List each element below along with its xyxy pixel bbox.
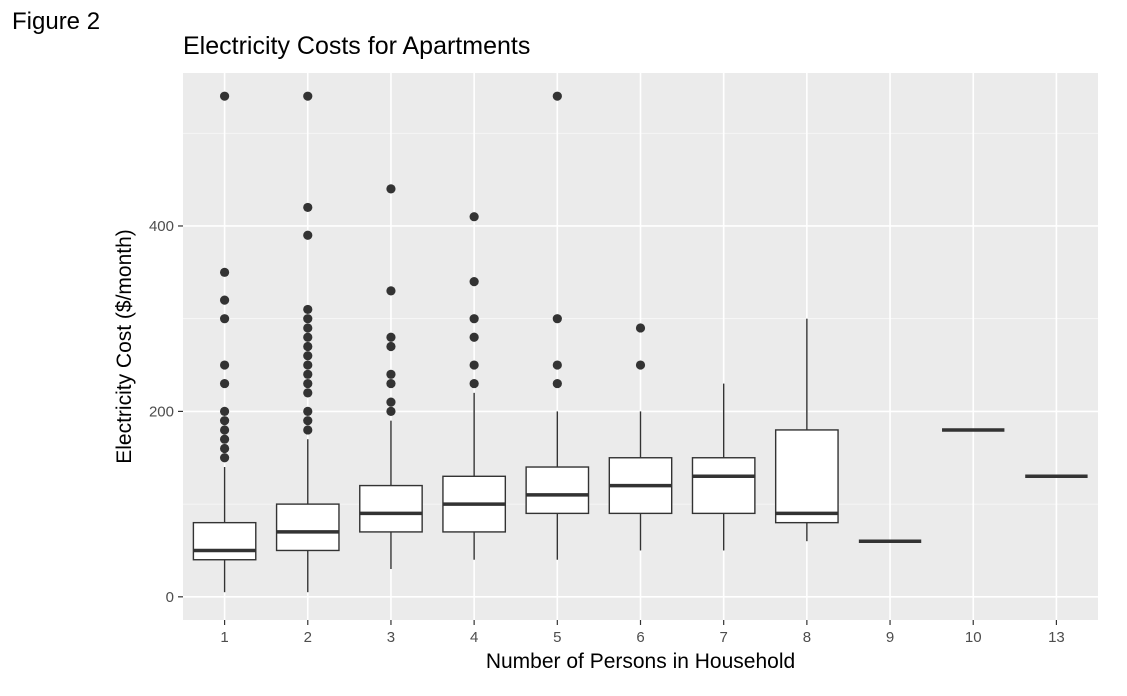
outlier-point <box>303 406 313 416</box>
outlier-point <box>469 314 479 324</box>
outlier-point <box>386 397 396 407</box>
box-body <box>774 429 839 524</box>
outlier-point <box>303 341 313 352</box>
outlier-point <box>303 91 313 101</box>
box-body <box>275 503 340 552</box>
x-tick-label: 5 <box>553 629 561 646</box>
x-tick-label: 6 <box>636 629 644 646</box>
x-axis-title: Number of Persons in Household <box>486 650 795 673</box>
outlier-point <box>386 184 396 194</box>
outlier-point <box>386 369 396 379</box>
y-axis: 0 200 400 <box>149 218 183 606</box>
outlier-point <box>469 360 479 370</box>
box-8 <box>774 318 839 542</box>
outlier-point <box>303 332 313 342</box>
outlier-point <box>303 369 313 379</box>
outlier-point <box>552 360 562 370</box>
box-body <box>525 466 590 515</box>
x-axis: 1 2 3 4 5 6 7 8 9 10 13 <box>220 620 1065 646</box>
outlier-point <box>219 434 230 444</box>
x-tick-label: 2 <box>304 629 312 646</box>
outlier-point <box>219 453 230 463</box>
x-tick-label: 1 <box>220 629 228 646</box>
x-tick-label: 13 <box>1048 629 1065 646</box>
outlier-point <box>219 360 230 370</box>
outlier-point <box>219 91 230 101</box>
x-tick-label: 4 <box>470 629 478 646</box>
outlier-point <box>635 323 646 333</box>
outlier-point <box>386 406 396 416</box>
x-tick-label: 7 <box>720 629 728 646</box>
outlier-point <box>386 332 396 342</box>
y-tick-label: 0 <box>166 589 174 606</box>
outlier-point <box>386 378 396 389</box>
outlier-point <box>219 406 230 416</box>
figure-label: Figure 2 <box>12 8 101 35</box>
outlier-point <box>303 230 313 240</box>
outlier-point <box>386 341 396 352</box>
outlier-point <box>303 202 313 213</box>
outlier-point <box>469 277 479 287</box>
outlier-point <box>219 267 230 277</box>
outlier-point <box>303 378 313 389</box>
outlier-point <box>303 314 313 324</box>
box-3 <box>359 184 423 570</box>
outlier-point <box>552 378 562 389</box>
x-tick-label: 10 <box>965 629 982 646</box>
box-5 <box>525 91 590 560</box>
outlier-point <box>219 314 230 324</box>
box-2 <box>275 91 340 593</box>
outlier-point <box>219 443 230 454</box>
outlier-point <box>469 212 479 222</box>
outlier-point <box>219 416 230 426</box>
box-7 <box>691 383 756 551</box>
outlier-point <box>303 425 313 435</box>
outlier-point <box>386 286 396 296</box>
box-1 <box>192 91 257 593</box>
outlier-point <box>635 360 646 370</box>
outlier-point <box>469 332 479 342</box>
y-tick-label: 400 <box>149 218 174 235</box>
outlier-point <box>303 360 313 370</box>
box-body <box>192 521 257 561</box>
y-tick-label: 200 <box>149 403 174 420</box>
outlier-point <box>552 91 562 101</box>
box-body <box>691 457 756 515</box>
outlier-point <box>219 378 230 389</box>
outlier-point <box>303 388 313 398</box>
outlier-point <box>552 314 562 324</box>
chart-title: Electricity Costs for Apartments <box>183 32 531 60</box>
box-6 <box>608 323 673 551</box>
box-4 <box>442 212 507 560</box>
x-tick-label: 9 <box>886 629 894 646</box>
box-series <box>192 91 1088 593</box>
y-axis-title: Electricity Cost ($/month) <box>113 229 136 464</box>
x-tick-label: 8 <box>803 629 811 646</box>
outlier-point <box>303 351 313 361</box>
outlier-point <box>303 323 313 333</box>
outlier-point <box>219 295 230 305</box>
x-tick-label: 3 <box>387 629 395 646</box>
outlier-point <box>469 378 479 389</box>
box-body <box>359 484 423 533</box>
outlier-point <box>219 425 230 435</box>
outlier-point <box>303 304 313 315</box>
outlier-point <box>303 416 313 426</box>
